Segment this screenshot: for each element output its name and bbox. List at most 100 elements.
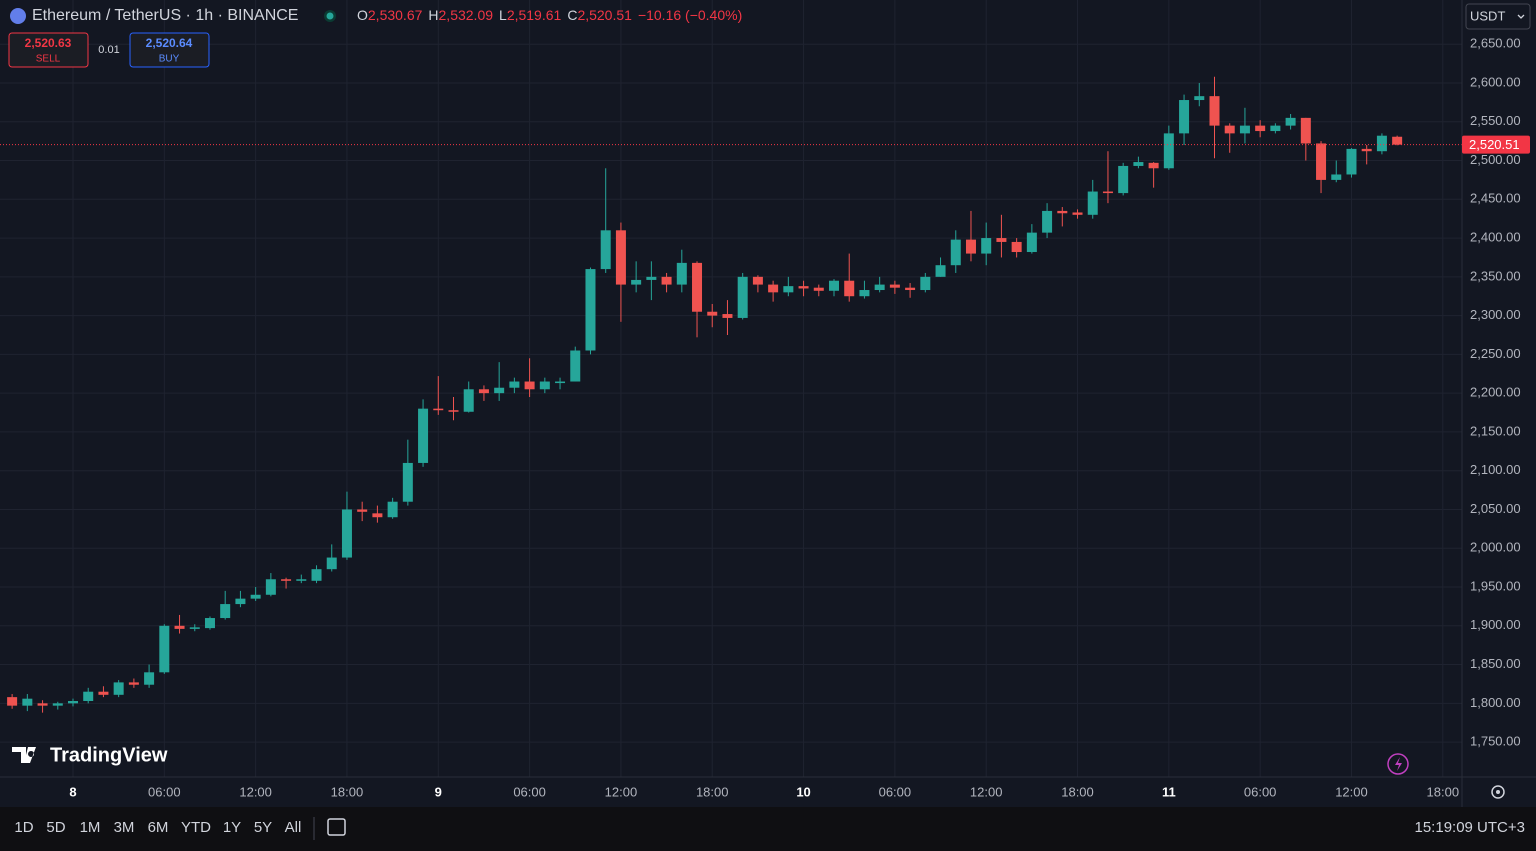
x-tick-label: 12:00 (1335, 784, 1368, 799)
candle-body (874, 284, 885, 291)
timeframe[interactable]: YTD (181, 819, 211, 836)
currency-button[interactable] (1465, 3, 1531, 30)
timeframe[interactable]: 1M (80, 819, 101, 836)
timeframe[interactable]: 1D (14, 819, 33, 836)
candle-body (1300, 117, 1311, 144)
candle-body (1392, 136, 1403, 145)
candle-body (1270, 125, 1281, 132)
candle-body (7, 697, 18, 706)
symbol[interactable]: Ethereum / TetherUS · 1h · BINANCE (32, 7, 298, 24)
x-tick-label: 18:00 (331, 784, 364, 799)
lightning-icon (1395, 757, 1402, 771)
candle-body (692, 262, 703, 312)
brand-logo (12, 747, 36, 763)
buy-button[interactable] (129, 32, 210, 68)
candle-body (965, 239, 976, 254)
candle-body (281, 579, 292, 581)
timeframe[interactable]: All (285, 819, 302, 836)
timeframe[interactable]: 3M (114, 819, 135, 836)
sell-button[interactable] (8, 32, 89, 68)
buy-price: 2,520.64 (146, 36, 193, 50)
candle-body (1148, 162, 1159, 169)
candle-body (1011, 241, 1022, 253)
grid (0, 0, 1462, 777)
y-tick-label: 2,500.00 (1470, 152, 1521, 167)
candle-body (1072, 212, 1083, 215)
clock: 15:19:09 UTC+3 (1415, 819, 1526, 836)
sell-price: 2,520.63 (25, 36, 72, 50)
timeframe[interactable]: 1Y (223, 819, 241, 836)
x-tick-label: 06:00 (1244, 784, 1277, 799)
y-tick-label: 2,450.00 (1470, 191, 1521, 206)
ohlc-key: O (357, 7, 368, 23)
ohlc-key: C (567, 7, 577, 23)
timeframe[interactable]: 6M (148, 819, 169, 836)
candle-body (37, 703, 48, 706)
candle-body (1042, 210, 1053, 233)
candle-body (509, 381, 520, 388)
ohlc-legend: O2,530.67 H2,532.09 L2,519.61 C2,520.51 −10.… (357, 7, 742, 23)
candle-body (676, 262, 687, 285)
candle-body (646, 276, 657, 280)
y-tick-label: 2,100.00 (1470, 462, 1521, 477)
date-range-button[interactable] (327, 818, 346, 836)
candle-body (1376, 135, 1387, 152)
buy-label: BUY (159, 54, 180, 65)
candle-body (813, 287, 824, 291)
candle-body (113, 682, 124, 695)
x-tick-label: 06:00 (879, 784, 912, 799)
candle-body (220, 604, 231, 619)
candle-body (707, 311, 718, 316)
y-tick-label: 1,800.00 (1470, 695, 1521, 710)
candle-body (1026, 232, 1037, 253)
candle-body (204, 618, 215, 629)
y-tick-label: 2,250.00 (1470, 346, 1521, 361)
last-price-label: 2,520.51 (1469, 137, 1520, 152)
candle-body (478, 389, 489, 394)
candle-body (1057, 210, 1068, 214)
candle-body (600, 230, 611, 270)
timeframe[interactable]: 5Y (254, 819, 272, 836)
candle-body (524, 381, 535, 390)
y-tick-label: 2,000.00 (1470, 540, 1521, 555)
lightning-button[interactable] (1387, 753, 1409, 775)
x-tick-label: 8 (69, 784, 76, 799)
candle-body (372, 513, 383, 518)
candle-body (52, 703, 63, 706)
timeframe[interactable]: 5D (46, 819, 65, 836)
x-tick-label: 12:00 (239, 784, 272, 799)
settings-button[interactable] (1491, 785, 1505, 799)
candle-body (265, 579, 276, 595)
candle-body (570, 350, 581, 382)
candle-body (387, 501, 398, 518)
y-tick-label: 2,150.00 (1470, 423, 1521, 438)
x-tick-label: 12:00 (605, 784, 638, 799)
candle-body (1331, 174, 1342, 180)
candle-body (768, 284, 779, 293)
candle-body (1087, 191, 1098, 215)
x-tick-label: 11 (1162, 784, 1176, 799)
last-price-tag (1462, 135, 1530, 154)
ohlc-key: L (499, 7, 507, 23)
candle-body (98, 691, 109, 695)
candle-body (631, 279, 642, 285)
candle-body (935, 265, 946, 277)
y-tick-label: 2,400.00 (1470, 230, 1521, 245)
candle-body (174, 625, 185, 629)
candle-body (494, 387, 505, 394)
bottom-toolbar (0, 807, 1536, 851)
candle-body (326, 557, 337, 570)
candle-body (1163, 133, 1174, 169)
candles (0, 76, 1462, 713)
candle-body (1118, 165, 1129, 194)
y-tick-label: 2,300.00 (1470, 307, 1521, 322)
y-tick-label: 1,900.00 (1470, 617, 1521, 632)
candle-body (144, 672, 155, 685)
candle-body (448, 410, 459, 412)
y-tick-label: 2,650.00 (1470, 36, 1521, 51)
y-tick-label: 2,350.00 (1470, 268, 1521, 283)
spread: 0.01 (98, 44, 119, 56)
candle-body (1102, 191, 1113, 194)
